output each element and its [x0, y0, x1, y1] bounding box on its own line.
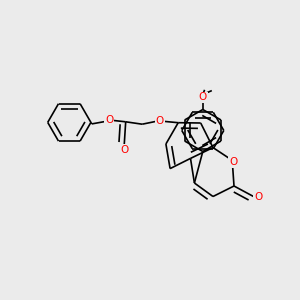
Text: O: O [155, 116, 164, 126]
Text: O: O [229, 157, 238, 167]
Text: O: O [199, 92, 207, 103]
Text: O: O [105, 115, 113, 125]
Text: O: O [120, 145, 128, 155]
Text: O: O [254, 191, 262, 202]
